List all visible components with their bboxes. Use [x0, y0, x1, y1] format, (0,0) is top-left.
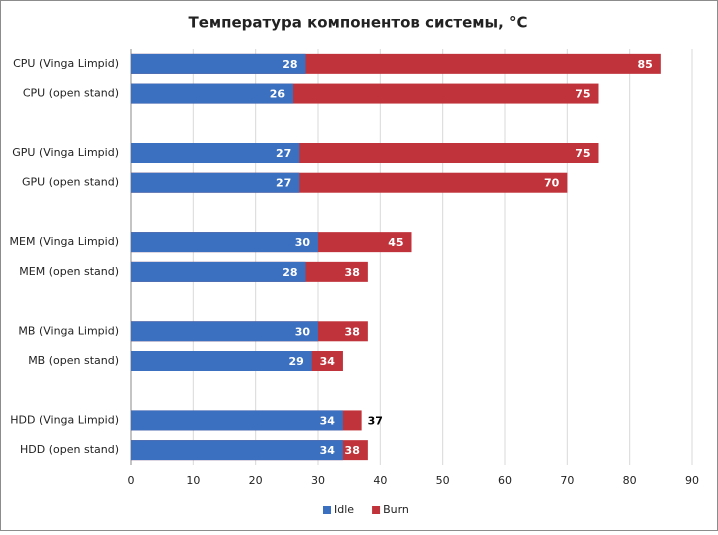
- y-tick-label: CPU (Vinga Limpid): [13, 57, 119, 70]
- legend-label: Burn: [383, 503, 409, 516]
- x-tick-label: 50: [436, 474, 450, 487]
- data-label: 30: [295, 325, 311, 338]
- x-tick-label: 0: [128, 474, 135, 487]
- bar: [131, 261, 306, 282]
- bar: [131, 321, 318, 342]
- x-tick-label: 80: [623, 474, 637, 487]
- x-tick-label: 10: [186, 474, 200, 487]
- data-label: 70: [544, 177, 560, 190]
- bar: [131, 351, 312, 371]
- y-tick-label: MEM (Vinga Limpid): [10, 235, 119, 248]
- data-label: 85: [638, 58, 653, 71]
- data-label: 27: [276, 177, 291, 190]
- x-tick-label: 30: [311, 474, 325, 487]
- bar: [131, 440, 343, 461]
- data-label: 30: [295, 236, 311, 249]
- data-label: 29: [288, 355, 303, 368]
- data-label: 37: [368, 414, 383, 427]
- data-label: 38: [345, 444, 360, 457]
- data-label: 28: [282, 266, 297, 279]
- bar: [131, 53, 306, 74]
- bar: [131, 143, 300, 163]
- data-label: 75: [575, 147, 590, 160]
- y-tick-label: HDD (open stand): [20, 443, 119, 456]
- chart-title: Температура компонентов системы, °C: [188, 14, 527, 32]
- x-tick-label: 70: [560, 474, 574, 487]
- x-tick-label: 90: [685, 474, 699, 487]
- y-tick-label: MB (open stand): [28, 354, 119, 367]
- x-tick-label: 20: [249, 474, 263, 487]
- legend-label: Idle: [334, 503, 354, 516]
- y-tick-label: MEM (open stand): [19, 265, 119, 278]
- data-label: 34: [320, 414, 336, 427]
- bar: [131, 232, 318, 253]
- data-label: 28: [282, 58, 297, 71]
- y-tick-label: MB (Vinga Limpid): [18, 324, 119, 337]
- y-tick-label: GPU (Vinga Limpid): [12, 146, 119, 159]
- y-tick-label: GPU (open stand): [22, 176, 119, 189]
- data-label: 75: [575, 88, 590, 101]
- data-label: 34: [320, 355, 336, 368]
- legend-swatch: [372, 506, 381, 514]
- y-tick-label: HDD (Vinga Limpid): [10, 413, 119, 426]
- bar: [131, 172, 300, 193]
- data-label: 27: [276, 147, 291, 160]
- data-label: 38: [345, 325, 360, 338]
- x-tick-label: 40: [373, 474, 387, 487]
- bar: [131, 83, 294, 104]
- data-label: 34: [320, 444, 336, 457]
- data-label: 45: [388, 236, 403, 249]
- bar: [131, 410, 343, 431]
- x-tick-label: 60: [498, 474, 512, 487]
- legend-swatch: [323, 506, 331, 514]
- data-label: 38: [345, 266, 360, 279]
- data-label: 26: [270, 88, 286, 101]
- y-tick-label: CPU (open stand): [23, 87, 119, 100]
